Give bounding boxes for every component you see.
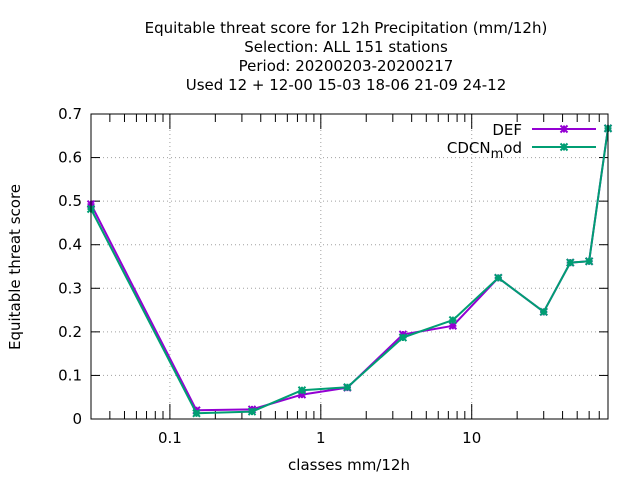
data-point	[192, 409, 201, 418]
y-tick-label: 0.5	[58, 192, 82, 210]
x-axis-label: classes mm/12h	[288, 456, 410, 474]
data-point	[343, 382, 352, 392]
legend-label-cdcn-sub: m	[491, 147, 504, 162]
title-line-1: Equitable threat score for 12h Precipita…	[145, 19, 548, 37]
x-tick-label: 10	[462, 429, 481, 447]
grid	[91, 114, 608, 419]
legend-label-def: DEF	[492, 121, 522, 139]
data-point	[448, 321, 458, 330]
data-point	[494, 273, 503, 283]
y-tick-label: 0.1	[58, 366, 82, 384]
data-point	[247, 407, 257, 416]
y-tick-label: 0.3	[58, 279, 82, 297]
x-tick-label: 0.1	[158, 429, 182, 447]
chart-title: Equitable threat score for 12h Precipita…	[145, 19, 548, 94]
data-point	[539, 307, 548, 317]
legend-label-cdcn-mod: CDCNmod	[447, 139, 522, 162]
data-point	[448, 315, 458, 325]
legend: DEF CDCNmod	[447, 121, 596, 162]
y-tick-label: 0.6	[58, 149, 82, 167]
legend-entry-def: DEF	[492, 121, 596, 139]
title-line-2: Selection: ALL 151 stations	[244, 38, 448, 56]
legend-marker-cdcn-mod	[559, 142, 569, 152]
title-line-4: Used 12 + 12-00 15-03 18-06 21-09 24-12	[186, 76, 507, 94]
y-tick-label: 0.7	[58, 105, 82, 123]
title-line-3: Period: 20200203-20200217	[239, 57, 454, 75]
tick-labels: 0 0.1 0.2 0.3 0.4 0.5 0.6 0.7 0.1 1 10	[58, 105, 481, 447]
y-tick-label: 0.4	[58, 236, 82, 254]
y-tick-label: 0	[72, 410, 82, 428]
legend-entry-cdcn-mod: CDCNmod	[447, 139, 596, 162]
plot-frame	[90, 113, 609, 420]
data-point	[566, 258, 575, 267]
data-point	[584, 257, 594, 266]
data-point	[398, 333, 408, 342]
x-tick-label: 1	[316, 429, 326, 447]
legend-label-cdcn-after: od	[503, 139, 522, 157]
y-tick-label: 0.2	[58, 323, 82, 341]
data-point	[297, 386, 307, 395]
legend-marker-def	[559, 124, 569, 134]
legend-label-cdcn-main: CDCN	[447, 139, 491, 157]
y-axis-label: Equitable threat score	[6, 184, 24, 350]
data-point	[297, 390, 307, 399]
